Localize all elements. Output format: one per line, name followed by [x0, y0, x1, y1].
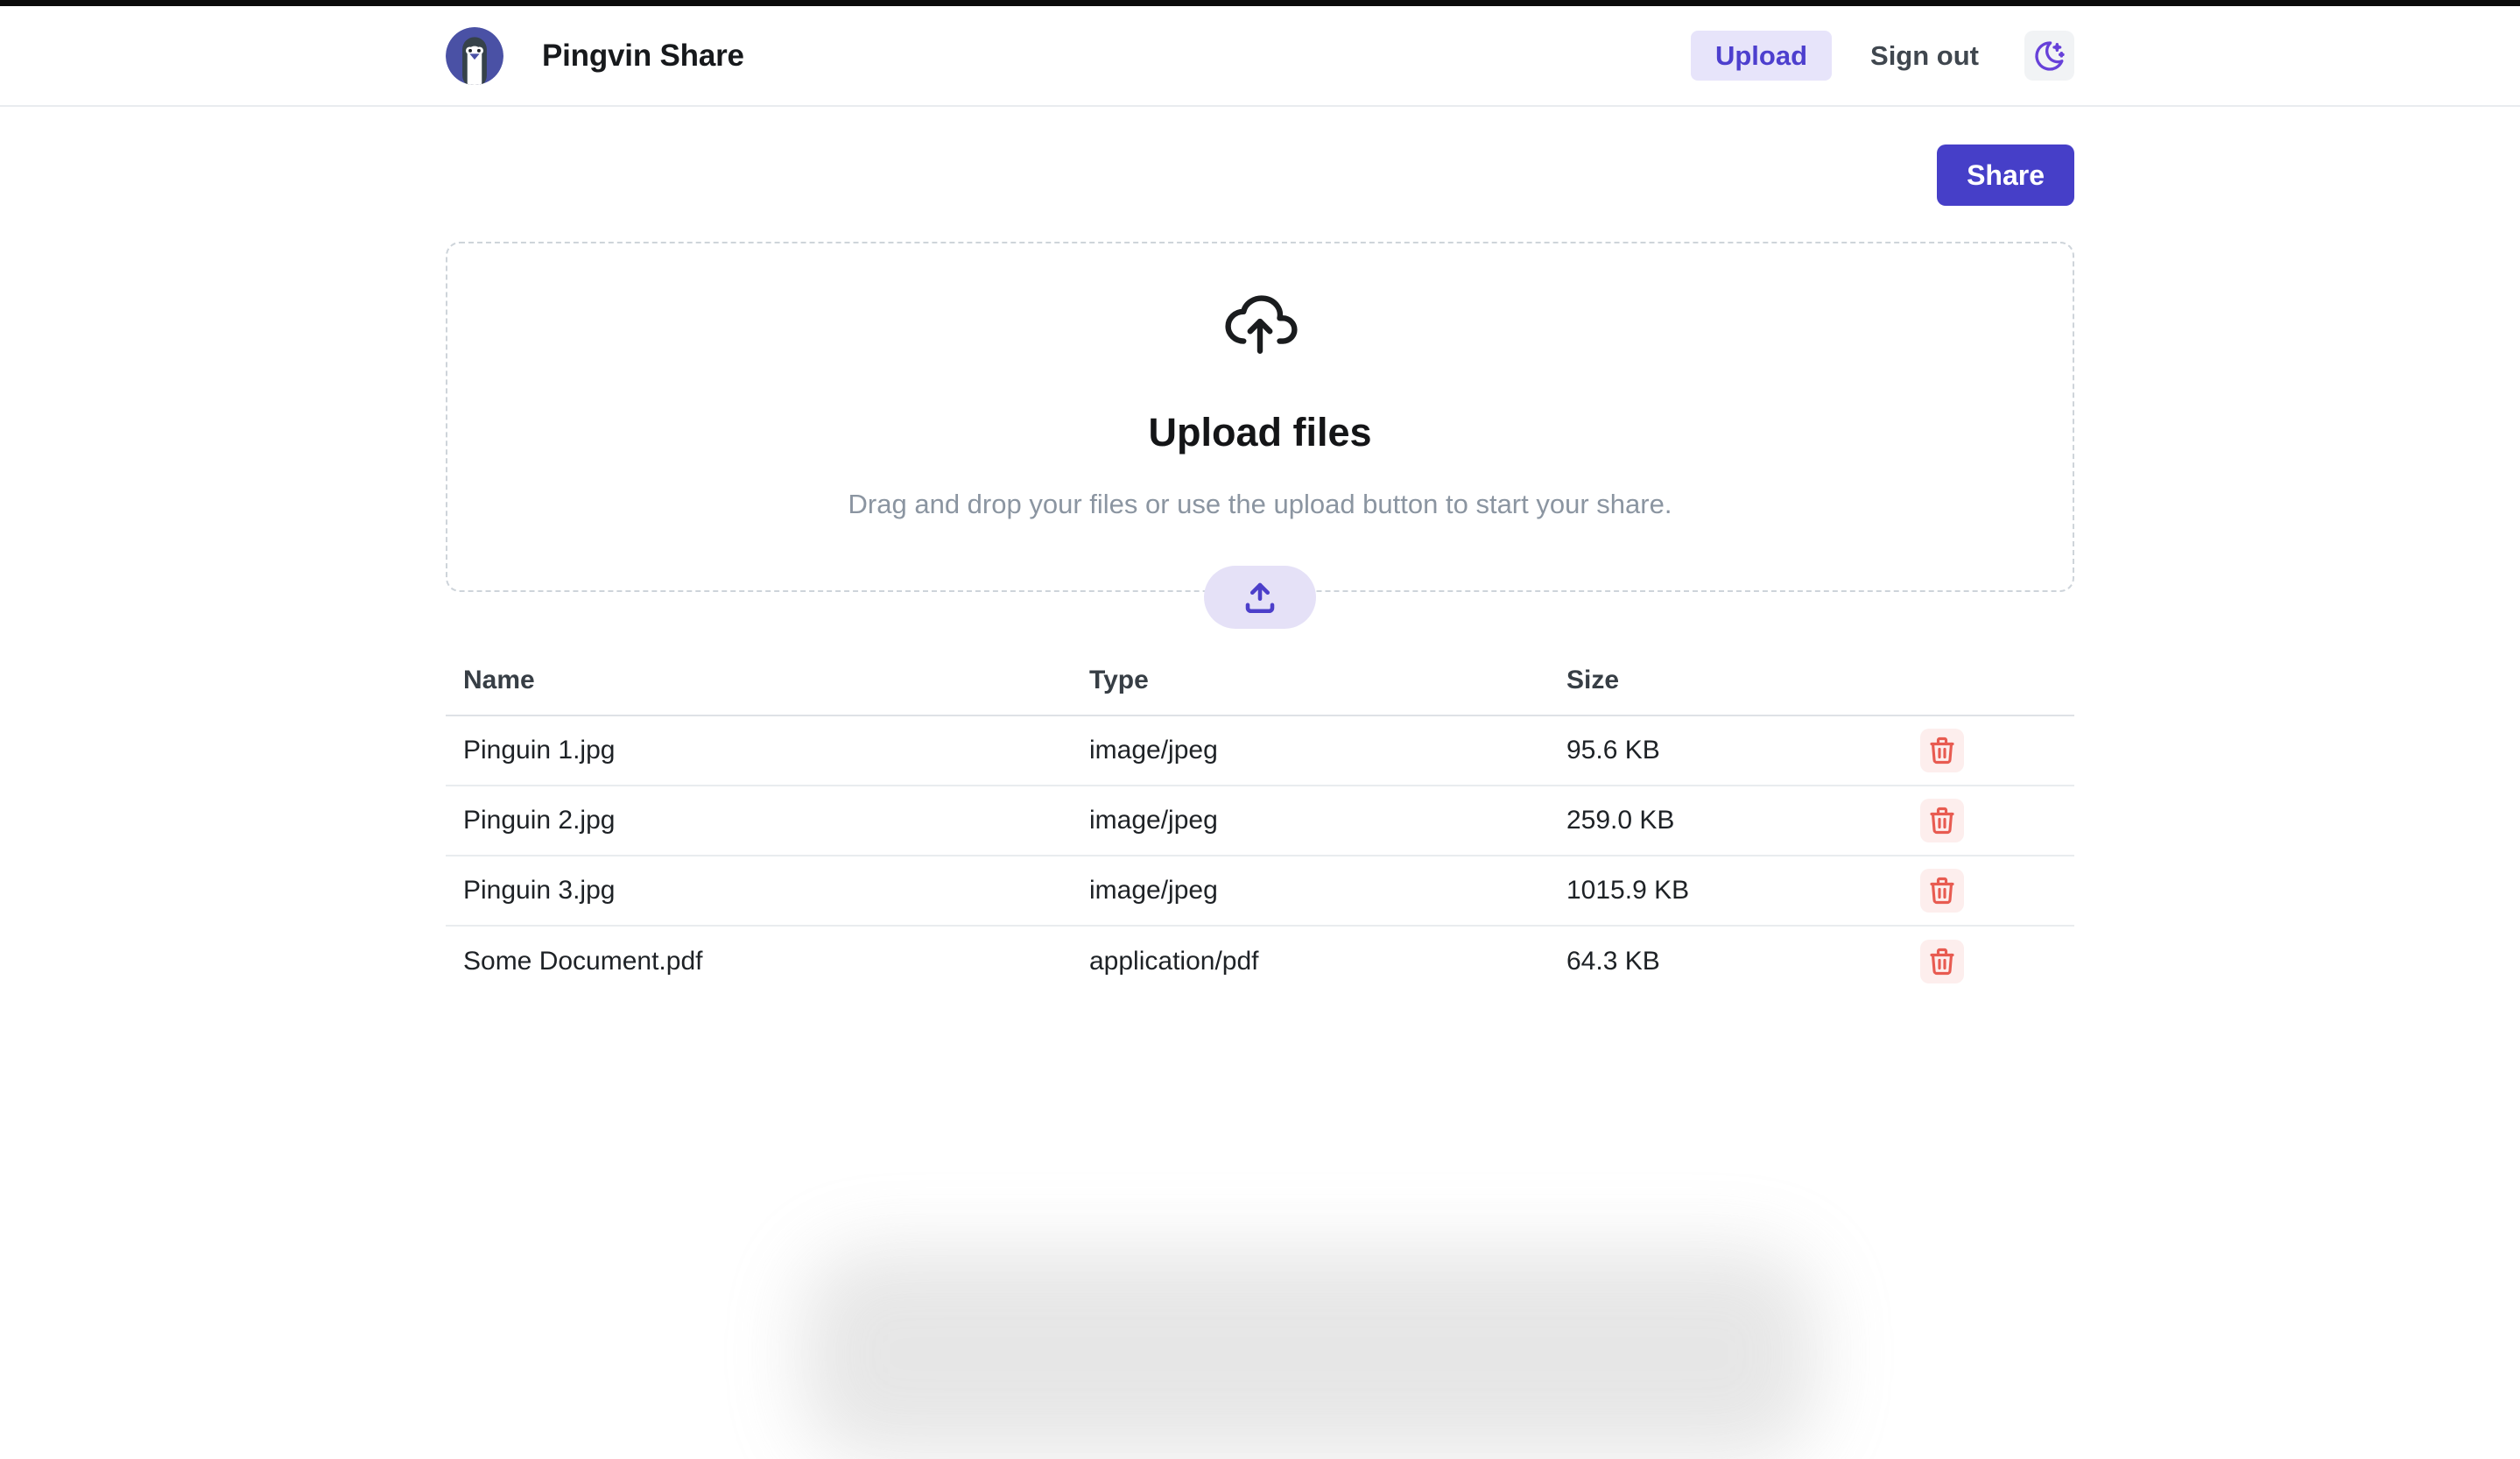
cloud-upload-icon — [1221, 282, 1299, 361]
column-header-type: Type — [1072, 636, 1549, 716]
moon-stars-icon — [2032, 39, 2067, 74]
nav-sign-out[interactable]: Sign out — [1865, 40, 1984, 72]
theme-toggle-button[interactable] — [2024, 31, 2074, 81]
cell-file-type: image/jpeg — [1072, 856, 1549, 927]
cell-file-type: image/jpeg — [1072, 786, 1549, 856]
cell-file-size: 259.0 KB — [1549, 786, 1810, 856]
column-header-name: Name — [446, 636, 1072, 716]
file-table: Name Type Size Pinguin 1.jpg image/jpeg … — [446, 636, 2074, 996]
upload-icon — [1242, 579, 1278, 616]
cell-file-name: Pinguin 1.jpg — [446, 715, 1072, 786]
cell-actions — [1810, 926, 2074, 996]
cell-file-name: Pinguin 3.jpg — [446, 856, 1072, 927]
app-header: Pingvin Share Upload Sign out — [0, 6, 2520, 107]
trash-icon — [1926, 735, 1958, 766]
cell-file-name: Pinguin 2.jpg — [446, 786, 1072, 856]
nav-upload[interactable]: Upload — [1690, 31, 1833, 81]
dropzone-title: Upload files — [1148, 410, 1372, 455]
table-header-row: Name Type Size — [446, 636, 2074, 716]
trash-icon — [1926, 946, 1958, 977]
trash-icon — [1926, 875, 1958, 906]
table-row: Pinguin 3.jpg image/jpeg 1015.9 KB — [446, 856, 2074, 927]
share-button[interactable]: Share — [1937, 144, 2074, 206]
table-row: Pinguin 2.jpg image/jpeg 259.0 KB — [446, 786, 2074, 856]
upload-files-button[interactable] — [1204, 566, 1316, 629]
pingvin-logo-icon — [446, 26, 503, 85]
trash-icon — [1926, 805, 1958, 836]
column-header-size: Size — [1549, 636, 1810, 716]
delete-file-button[interactable] — [1920, 869, 1964, 913]
cell-file-name: Some Document.pdf — [463, 946, 703, 976]
table-row: Some Document.pdf application/pdf 64.3 K… — [446, 926, 2074, 996]
file-dropzone[interactable]: Upload files Drag and drop your files or… — [446, 242, 2074, 629]
column-header-actions — [1810, 636, 2074, 716]
cell-file-size: 95.6 KB — [1549, 715, 1810, 786]
delete-file-button[interactable] — [1920, 729, 1964, 772]
bottom-window-shadow — [801, 1249, 1817, 1459]
delete-file-button[interactable] — [1920, 799, 1964, 842]
cell-file-size: 64.3 KB — [1566, 946, 1660, 976]
table-row: Pinguin 1.jpg image/jpeg 95.6 KB — [446, 715, 2074, 786]
main-content: Share Upload files Drag and drop your fi… — [446, 144, 2074, 996]
top-black-strip — [0, 0, 2520, 6]
brand: Pingvin Share — [446, 26, 744, 85]
cell-actions — [1810, 856, 2074, 927]
file-table-body: Pinguin 1.jpg image/jpeg 95.6 KB Pinguin… — [446, 715, 2074, 996]
dropzone-description: Drag and drop your files or use the uplo… — [848, 489, 1672, 519]
cell-file-type: image/jpeg — [1072, 715, 1549, 786]
header-nav: Upload Sign out — [1690, 31, 2074, 81]
cell-actions — [1810, 786, 2074, 856]
page-title: Pingvin Share — [542, 38, 744, 73]
cell-actions — [1810, 715, 2074, 786]
cell-file-type: application/pdf — [1089, 946, 1259, 976]
delete-file-button[interactable] — [1920, 939, 1964, 983]
cell-file-size: 1015.9 KB — [1549, 856, 1810, 927]
